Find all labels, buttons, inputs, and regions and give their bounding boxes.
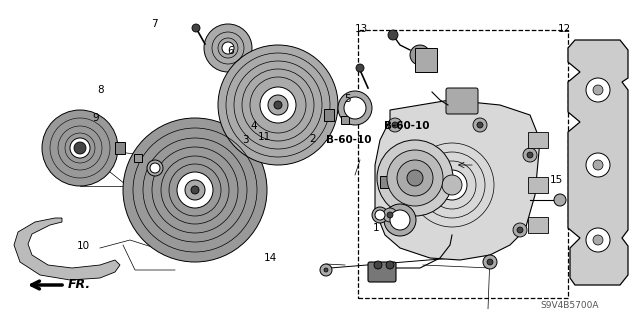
Circle shape <box>344 97 366 119</box>
Text: 5: 5 <box>344 94 351 104</box>
Bar <box>415 48 437 72</box>
Circle shape <box>260 87 296 123</box>
Circle shape <box>74 142 86 154</box>
FancyBboxPatch shape <box>368 262 396 282</box>
Text: 9: 9 <box>92 113 99 123</box>
Circle shape <box>147 160 163 176</box>
Text: B-60-10: B-60-10 <box>326 135 372 145</box>
Circle shape <box>204 24 252 72</box>
Bar <box>341 116 349 124</box>
Circle shape <box>402 135 502 235</box>
Circle shape <box>586 78 610 102</box>
Circle shape <box>473 118 487 132</box>
Circle shape <box>222 42 234 54</box>
Circle shape <box>586 228 610 252</box>
Circle shape <box>513 223 527 237</box>
Circle shape <box>123 118 267 262</box>
Circle shape <box>392 122 398 128</box>
Text: 2: 2 <box>309 134 316 144</box>
Text: 10: 10 <box>77 241 90 251</box>
Bar <box>134 154 142 162</box>
Text: 12: 12 <box>558 24 571 34</box>
Circle shape <box>268 95 288 115</box>
Circle shape <box>185 180 205 200</box>
Circle shape <box>487 259 493 265</box>
Circle shape <box>437 170 467 200</box>
Text: 14: 14 <box>264 253 277 263</box>
Bar <box>358 30 568 298</box>
Bar <box>380 176 390 188</box>
Circle shape <box>372 207 388 223</box>
Text: 15: 15 <box>550 175 563 185</box>
Circle shape <box>586 153 610 177</box>
Text: 3: 3 <box>242 135 248 145</box>
Circle shape <box>523 148 537 162</box>
Circle shape <box>390 210 410 230</box>
Circle shape <box>388 30 398 40</box>
Text: 13: 13 <box>355 24 368 34</box>
Circle shape <box>320 264 332 276</box>
Circle shape <box>387 212 393 218</box>
Bar <box>394 188 402 196</box>
Circle shape <box>383 208 397 222</box>
Circle shape <box>374 261 382 269</box>
Bar <box>528 132 548 148</box>
Circle shape <box>397 160 433 196</box>
Circle shape <box>192 24 200 32</box>
Circle shape <box>377 140 453 216</box>
Circle shape <box>386 261 394 269</box>
Circle shape <box>70 138 90 158</box>
Circle shape <box>593 85 603 95</box>
Text: 6: 6 <box>227 46 234 56</box>
Circle shape <box>483 255 497 269</box>
Text: 4: 4 <box>251 121 257 131</box>
Circle shape <box>387 150 443 206</box>
Polygon shape <box>375 100 540 260</box>
Text: B-60-10: B-60-10 <box>383 121 429 131</box>
Circle shape <box>593 235 603 245</box>
Circle shape <box>477 122 483 128</box>
Text: 1: 1 <box>373 223 380 233</box>
Circle shape <box>442 175 462 195</box>
Text: 11: 11 <box>258 132 271 142</box>
Circle shape <box>407 170 423 186</box>
FancyBboxPatch shape <box>446 88 478 114</box>
Text: 7: 7 <box>152 19 158 29</box>
Text: 8: 8 <box>97 85 104 95</box>
Circle shape <box>388 118 402 132</box>
Bar <box>528 217 548 233</box>
Circle shape <box>517 227 523 233</box>
Circle shape <box>554 194 566 206</box>
Bar <box>324 109 334 121</box>
Circle shape <box>593 160 603 170</box>
Circle shape <box>527 152 533 158</box>
Circle shape <box>150 163 160 173</box>
Polygon shape <box>568 40 628 285</box>
Circle shape <box>324 268 328 272</box>
Circle shape <box>375 210 385 220</box>
Circle shape <box>384 204 416 236</box>
Text: S9V4B5700A: S9V4B5700A <box>541 300 599 309</box>
Bar <box>115 142 125 154</box>
Text: FR.: FR. <box>68 278 91 292</box>
Circle shape <box>42 110 118 186</box>
Circle shape <box>191 186 199 194</box>
Circle shape <box>410 45 430 65</box>
PathPatch shape <box>14 218 120 280</box>
Circle shape <box>274 101 282 109</box>
Bar <box>528 177 548 193</box>
Circle shape <box>356 64 364 72</box>
Circle shape <box>218 45 338 165</box>
Circle shape <box>338 91 372 125</box>
Circle shape <box>177 172 213 208</box>
